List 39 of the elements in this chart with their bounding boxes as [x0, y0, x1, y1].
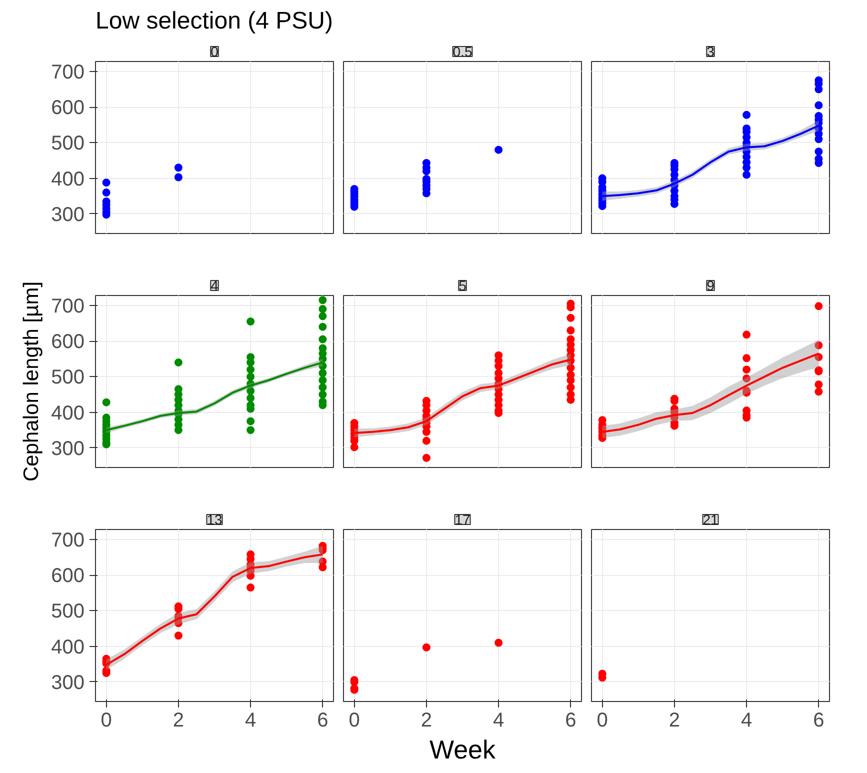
x-tick-label: 2: [172, 710, 184, 732]
x-tick-label: 6: [565, 710, 576, 732]
x-tick-label: 4: [245, 710, 256, 732]
chart-title: 3: [706, 44, 715, 60]
text: Low selection (4 PSU): [96, 8, 333, 34]
y-tick-label: 300: [51, 438, 85, 460]
x-tick-label: 0: [348, 710, 360, 732]
chart-title: 4: [210, 278, 219, 294]
x-tick-label: 4: [741, 710, 752, 732]
y-tick-label: 600: [51, 565, 85, 588]
chart-title: 5: [458, 278, 467, 294]
y-tick-label: 400: [51, 402, 85, 424]
y-tick-label: 600: [51, 97, 85, 120]
chart-title: 0.5: [452, 44, 472, 60]
chart-title: 13: [206, 512, 222, 528]
y-tick-label: 300: [51, 672, 85, 694]
x-tick-label: 0: [100, 710, 112, 732]
y-tick-label: 700: [51, 295, 85, 318]
y-tick-label: 700: [51, 61, 85, 84]
y-tick-label: 700: [51, 529, 85, 552]
y-tick-label: 500: [51, 600, 85, 623]
y-axis-title: Cephalon length [µm]: [20, 281, 44, 482]
y-tick-label: 600: [51, 331, 85, 354]
y-tick-label: 400: [51, 636, 85, 658]
y-tick-label: 400: [51, 168, 85, 190]
x-axis-title: Week: [430, 734, 496, 764]
chart-title: 17: [454, 512, 470, 528]
y-tick-label: 500: [51, 132, 85, 155]
x-tick-label: 0: [596, 710, 608, 732]
y-tick-label: 300: [51, 204, 85, 226]
y-tick-label: 500: [51, 366, 85, 389]
x-tick-label: 2: [420, 710, 432, 732]
x-tick-label: 6: [317, 710, 328, 732]
x-tick-label: 2: [668, 710, 680, 732]
chart-title: 21: [702, 512, 718, 528]
x-tick-label: 6: [813, 710, 824, 732]
chart-title: 9: [706, 278, 715, 294]
x-tick-label: 4: [493, 710, 504, 732]
chart-title: 0: [210, 44, 219, 60]
